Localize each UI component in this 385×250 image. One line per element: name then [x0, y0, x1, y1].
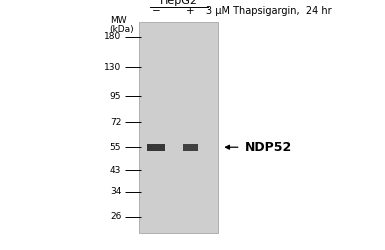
- Text: 3 μM Thapsigargin,  24 hr: 3 μM Thapsigargin, 24 hr: [206, 6, 331, 16]
- Text: MW: MW: [110, 16, 126, 25]
- Text: 43: 43: [110, 166, 121, 174]
- Text: +: +: [186, 6, 195, 16]
- Text: HepG2: HepG2: [160, 0, 198, 6]
- Text: NDP52: NDP52: [244, 141, 292, 154]
- Text: 72: 72: [110, 118, 121, 127]
- Bar: [183, 144, 198, 151]
- Text: (kDa): (kDa): [110, 25, 134, 34]
- Text: −: −: [152, 6, 160, 16]
- Bar: [139, 22, 218, 233]
- Bar: [147, 144, 165, 151]
- Text: 95: 95: [110, 92, 121, 101]
- Text: 130: 130: [104, 63, 121, 72]
- Text: 55: 55: [110, 143, 121, 152]
- Text: 26: 26: [110, 212, 121, 222]
- Text: 34: 34: [110, 188, 121, 196]
- Text: 180: 180: [104, 32, 121, 41]
